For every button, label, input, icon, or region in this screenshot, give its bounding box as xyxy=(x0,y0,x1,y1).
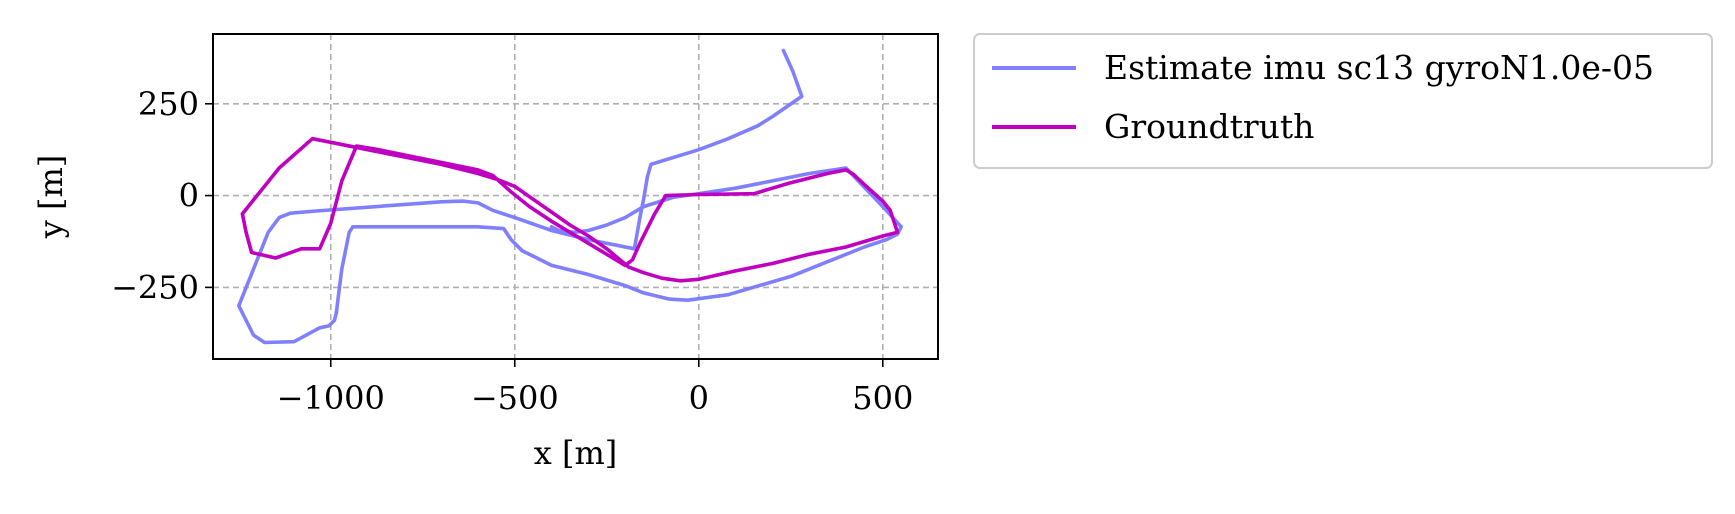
gridlines xyxy=(213,34,938,359)
legend: Estimate imu sc13 gyroN1.0e-05 Groundtru… xyxy=(973,33,1713,169)
series-line-estimate xyxy=(237,48,904,345)
series-line-groundtruth xyxy=(240,136,900,283)
y-tick-label: −250 xyxy=(111,268,199,306)
y-tick-label: 250 xyxy=(138,85,199,123)
series-lines xyxy=(237,48,904,345)
x-axis-label: x [m] xyxy=(534,434,618,472)
axis-ticks: −1000 −500 0 500 −250 0 250 xyxy=(111,85,913,417)
x-tick-label: −500 xyxy=(471,379,559,417)
y-tick-label: 0 xyxy=(179,177,199,215)
x-tick-label: 500 xyxy=(852,379,913,417)
legend-label-estimate: Estimate imu sc13 gyroN1.0e-05 xyxy=(1104,48,1654,87)
legend-frame xyxy=(973,33,1713,169)
x-tick-label: 0 xyxy=(689,379,709,417)
plot-frame xyxy=(212,33,939,360)
x-tick-label: −1000 xyxy=(277,379,385,417)
legend-label-groundtruth: Groundtruth xyxy=(1104,107,1314,146)
y-axis-label: y [m] xyxy=(32,155,70,240)
